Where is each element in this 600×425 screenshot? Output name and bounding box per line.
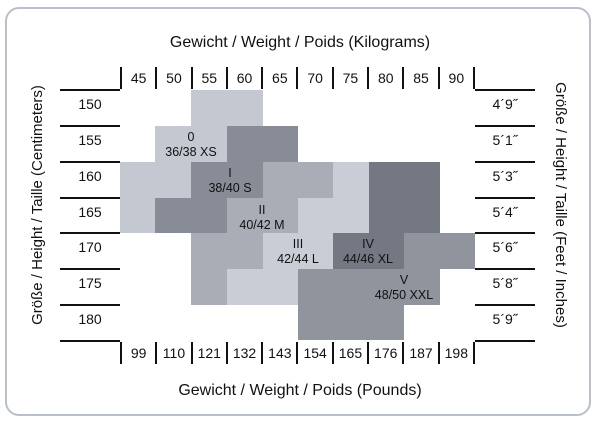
height-cm-label: 165 — [78, 204, 102, 220]
size-i-label: I 38/40 S — [195, 166, 265, 196]
size-region-ii — [191, 162, 333, 305]
size-ii-roman: II — [258, 203, 266, 217]
size-i-text: 38/40 S — [208, 181, 252, 195]
weight-lb-axis: 99 110 121 132 143 154 165 176 187 198 — [120, 342, 475, 364]
row-line-right — [475, 125, 535, 127]
size-ii-block — [227, 198, 298, 233]
row-line-left — [60, 232, 120, 234]
size-0-text: 36/38 XS — [165, 145, 217, 159]
size-iv-block — [333, 233, 404, 269]
size-iii-roman: III — [292, 237, 304, 251]
size-iii-block — [227, 269, 298, 305]
size-iii-text: 42/44 L — [277, 252, 319, 266]
size-ii-label: II 40/42 M — [227, 203, 297, 233]
kg-tick: 65 — [261, 67, 296, 89]
row-line-right — [475, 232, 535, 234]
size-v-block — [298, 269, 440, 305]
size-i-block — [191, 162, 263, 198]
size-ii-block — [191, 269, 227, 305]
lb-tick: 154 — [296, 342, 331, 364]
weight-kg-axis: 45 50 55 60 65 70 75 80 85 90 — [120, 67, 475, 89]
size-region-i — [155, 126, 298, 233]
height-ftin-label: 5´9˝ — [492, 311, 518, 327]
weight-kg-title: Gewicht / Weight / Poids (Kilograms) — [169, 34, 431, 51]
size-ii-text: 40/42 M — [239, 218, 285, 232]
size-0-block — [120, 198, 156, 233]
size-v-roman: V — [399, 273, 409, 287]
size-iii-block — [333, 162, 369, 198]
height-cm-label: 170 — [78, 239, 102, 255]
size-iv-block — [369, 198, 440, 233]
row-line-right — [475, 268, 535, 270]
size-ii-block — [263, 162, 333, 198]
size-iv-label: IV 44/46 XL — [332, 237, 404, 267]
kg-tick: 50 — [155, 67, 190, 89]
lb-tick: 143 — [261, 342, 296, 364]
row-line-left — [60, 197, 120, 199]
size-iv-text: 44/46 XL — [342, 252, 394, 266]
lb-axis-line-left — [60, 340, 120, 342]
row-line-right — [475, 161, 535, 163]
kg-axis-line-left — [60, 89, 120, 91]
size-region-v — [298, 233, 475, 340]
row-line-left — [60, 125, 120, 127]
kg-tick: 85 — [402, 67, 437, 89]
size-i-block — [227, 126, 298, 162]
kg-tick: 60 — [225, 67, 261, 89]
size-ii-block — [191, 233, 263, 269]
height-cm-label: 180 — [78, 311, 102, 327]
size-0-label: 0 36/38 XS — [156, 130, 226, 160]
height-ftin-label: 5´8˝ — [492, 275, 518, 291]
size-0-roman: 0 — [187, 130, 195, 144]
size-i-block — [155, 198, 227, 233]
row-line-left — [60, 268, 120, 270]
row-line-right — [475, 304, 535, 306]
size-v-text: 48/50 XXL — [374, 288, 434, 302]
kg-tick: 45 — [120, 67, 155, 89]
lb-axis-line-right — [475, 340, 535, 342]
weight-lb-title: Gewicht / Weight / Poids (Pounds) — [178, 382, 422, 399]
kg-tick: 80 — [367, 67, 402, 89]
size-iv-block — [369, 162, 440, 198]
height-cm-label: 160 — [78, 168, 102, 184]
kg-tick: 90 — [437, 67, 475, 89]
lb-tick: 165 — [331, 342, 367, 364]
height-cm-label: 150 — [78, 96, 102, 112]
kg-tick: 70 — [296, 67, 331, 89]
size-iii-label: III 42/44 L — [263, 237, 333, 267]
row-line-left — [60, 161, 120, 163]
height-ftin-label: 5´1˝ — [492, 132, 518, 148]
lb-tick: 110 — [155, 342, 190, 364]
size-v-block — [404, 233, 475, 269]
height-cm-label: 175 — [78, 275, 102, 291]
kg-tick: 55 — [190, 67, 226, 89]
lb-tick: 198 — [437, 342, 475, 364]
size-region-iv — [333, 162, 440, 269]
size-iii-block — [263, 233, 333, 269]
size-v-block — [298, 305, 404, 340]
size-i-roman: I — [228, 166, 232, 180]
lb-tick: 99 — [120, 342, 155, 364]
lb-tick: 121 — [190, 342, 226, 364]
lb-tick: 187 — [402, 342, 437, 364]
height-cm-label: 155 — [78, 132, 102, 148]
size-0-block — [191, 90, 263, 126]
size-v-label: V 48/50 XXL — [368, 273, 440, 303]
size-iv-roman: IV — [362, 237, 374, 251]
height-ftin-label: 5´4˝ — [492, 204, 518, 220]
lb-tick: 132 — [225, 342, 261, 364]
height-ftin-label: 5´6˝ — [492, 239, 518, 255]
size-region-iii — [227, 162, 369, 305]
size-iii-block — [298, 198, 369, 233]
kg-axis-line-right — [475, 89, 535, 91]
row-line-right — [475, 197, 535, 199]
kg-tick: 75 — [331, 67, 367, 89]
height-ftin-label: 5´3˝ — [492, 168, 518, 184]
height-ftin-label: 4´9˝ — [492, 96, 518, 112]
row-line-left — [60, 304, 120, 306]
lb-tick: 176 — [367, 342, 402, 364]
